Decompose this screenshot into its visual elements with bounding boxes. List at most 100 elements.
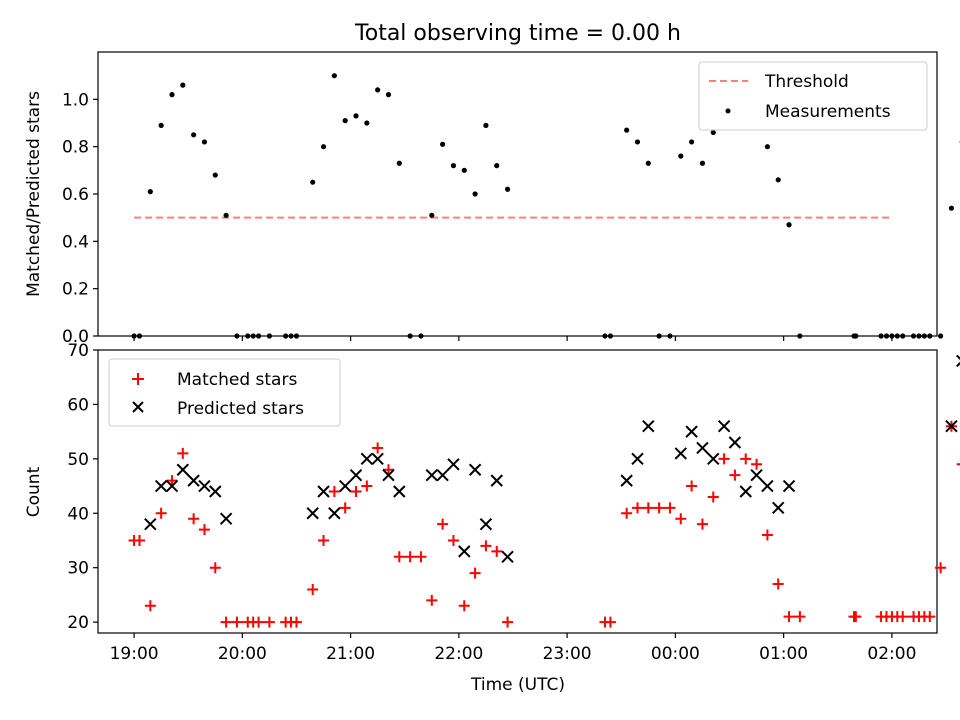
bottom-legend-predicted-label: Predicted stars [177, 399, 304, 419]
measurement-point [894, 333, 900, 339]
measurement-point [288, 333, 294, 339]
matched-star-point [783, 611, 795, 623]
matched-star-point [653, 502, 665, 514]
measurement-point [250, 333, 256, 339]
bottom-y-tick-label: 30 [67, 559, 89, 579]
x-tick-label: 21:00 [326, 644, 375, 664]
matched-star-point [621, 507, 633, 519]
measurement-point [900, 333, 906, 339]
bottom-legend-matched-label: Matched stars [177, 370, 297, 390]
predicted-star-point [349, 468, 363, 482]
matched-star-point [372, 442, 384, 454]
matched-star-point [707, 491, 719, 503]
measurement-point [483, 122, 489, 128]
predicted-star-point [360, 452, 374, 466]
predicted-star-point [739, 485, 752, 498]
measurement-point [938, 333, 944, 339]
measurement-point [429, 212, 435, 218]
matched-star-point [166, 475, 178, 487]
measurement-point [775, 177, 781, 183]
matched-star-point [318, 534, 330, 546]
bottom-x-ticks: 19:00 20:00 21:00 22:00 23:00 00:00 01:00 02:00 [110, 633, 916, 664]
measurement-point [136, 333, 143, 339]
matched-star-point [675, 513, 687, 525]
measurement-point [699, 160, 706, 166]
predicted-star-point [165, 479, 179, 493]
predicted-star-point [219, 512, 233, 525]
measurement-point [624, 127, 630, 133]
top-panel: 0.0 0.2 0.4 0.6 0.8 1.0 Matched/Predicted sta… [24, 51, 960, 347]
top-legend-threshold-label: Threshold [764, 72, 849, 92]
matched-star-point [897, 611, 909, 623]
predicted-star-point [761, 479, 774, 493]
predicted-star-point [620, 474, 633, 487]
measurement-point [878, 333, 884, 339]
predicted-star-point [501, 550, 514, 564]
bottom-y-tick-label: 60 [67, 395, 89, 415]
measurement-point [293, 333, 300, 339]
measurement-point [396, 160, 402, 166]
matched-star-point [458, 600, 470, 612]
x-tick-label: 02:00 [867, 644, 916, 664]
matched-star-point [794, 611, 806, 623]
top-y-tick-label: 0.4 [62, 232, 89, 252]
predicted-star-point [371, 452, 384, 466]
top-y-tick-label: 0.2 [62, 280, 89, 300]
matched-star-point [935, 562, 947, 574]
top-x-ticks [133, 336, 893, 341]
measurement-point [255, 333, 262, 339]
x-tick-label: 01:00 [759, 644, 808, 664]
measurement-point [158, 122, 164, 128]
measurement-point [504, 186, 511, 192]
matched-star-point [480, 540, 492, 552]
top-legend-frame [698, 61, 928, 131]
matched-star-point [437, 518, 449, 530]
predicted-star-point [479, 517, 493, 531]
measurement-point [440, 141, 446, 147]
top-legend: Threshold Measurements [698, 61, 928, 131]
measurement-point [678, 153, 684, 159]
matched-star-point [220, 616, 232, 628]
matched-star-point [664, 502, 676, 514]
chart-title: Total observing time = 0.00 h [354, 21, 681, 46]
bottom-y-ticks: 20 30 40 50 60 70 [67, 341, 98, 633]
predicted-star-point [696, 441, 709, 455]
top-legend-measurements-label: Measurements [765, 102, 891, 122]
matched-star-point [209, 562, 221, 574]
measurement-point [797, 333, 803, 339]
bottom-legend-matched-swatch [132, 373, 144, 385]
x-tick-label: 23:00 [543, 644, 592, 664]
bottom-axes-frame [97, 349, 938, 634]
predicted-star-point [338, 479, 352, 493]
predicted-star-point [717, 419, 731, 433]
predicted-star-point [187, 474, 200, 487]
predicted-star-point [782, 479, 796, 493]
bottom-y-tick-label: 20 [67, 613, 89, 633]
matched-star-point [631, 502, 643, 514]
bottom-legend-frame [108, 358, 341, 427]
matched-star-point [469, 567, 481, 579]
matched-star-point [133, 534, 145, 546]
predicted-star-point [328, 507, 341, 520]
measurement-point [375, 87, 381, 93]
predicted-star-point [458, 545, 471, 558]
top-y-tick-label: 0.8 [62, 138, 89, 158]
measurement-point [634, 139, 641, 145]
x-tick-label: 19:00 [110, 644, 159, 664]
matched-star-point [491, 545, 503, 557]
measurement-point [645, 160, 651, 166]
predicted-star-point [425, 468, 439, 482]
x-tick-label: 20:00 [218, 644, 267, 664]
measurement-point [461, 167, 467, 173]
matched-star-point [393, 551, 405, 563]
x-tick-label: 22:00 [434, 644, 483, 664]
matched-star-point [850, 611, 862, 623]
predicted-star-point [956, 354, 960, 368]
measurement-point [948, 205, 955, 211]
predicted-star-point [144, 517, 157, 531]
measurement-point [169, 92, 175, 98]
matched-star-point [263, 616, 275, 628]
measurement-point [353, 113, 359, 119]
measurement-point [418, 333, 424, 339]
